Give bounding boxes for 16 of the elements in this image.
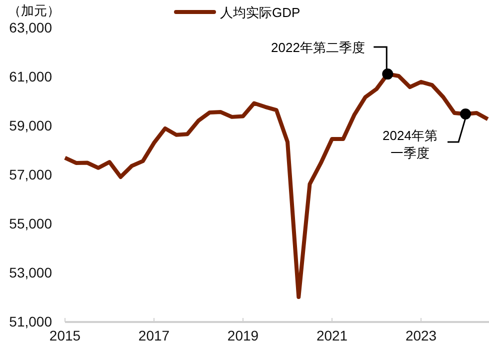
y-tick-label: 61,000: [9, 68, 52, 84]
y-tick-label: 59,000: [9, 117, 52, 134]
legend-label: 人均实际GDP: [220, 5, 300, 20]
x-tick-label: 2017: [138, 327, 170, 344]
y-axis-title: （加元）: [8, 3, 60, 18]
x-tick-label: 2021: [316, 327, 348, 344]
y-tick-label: 51,000: [9, 313, 52, 330]
y-tick-label: 57,000: [9, 166, 52, 182]
y-tick-label: 53,000: [9, 264, 52, 280]
x-tick-label: 2023: [405, 327, 437, 344]
annotation: 2024年第一季度: [382, 128, 438, 161]
annotation: 2022年第二季度: [271, 40, 365, 55]
y-tick-label: 55,000: [9, 215, 52, 232]
x-tick-label: 2019: [227, 327, 259, 344]
x-tick-label: 2015: [49, 327, 81, 344]
y-tick-label: 63,000: [9, 19, 52, 36]
